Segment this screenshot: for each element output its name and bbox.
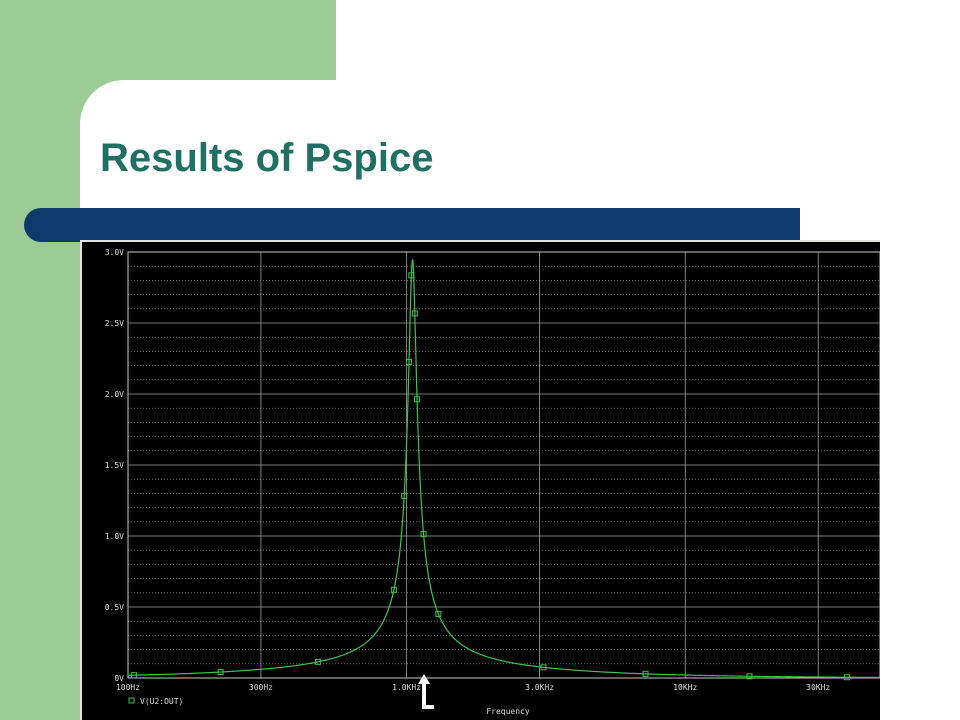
y-tick-label: 3.0V	[105, 248, 124, 257]
x-tick-label: 10KHz	[673, 683, 697, 692]
series-line	[127, 259, 880, 679]
y-tick-label: 0V	[114, 674, 124, 683]
data-point	[314, 658, 321, 665]
legend-label: V(U2:OUT)	[140, 697, 183, 706]
y-tick-label: 0.5V	[105, 603, 124, 612]
data-point	[408, 272, 415, 279]
title-underline-bar	[24, 208, 800, 242]
data-point	[217, 669, 224, 676]
data-point	[401, 492, 408, 499]
resonance-annotation: 1.05KHz	[438, 690, 493, 706]
y-tick-label: 2.5V	[105, 319, 124, 328]
y-tick-label: 1.5V	[105, 461, 124, 470]
resonance-arrow-icon	[418, 674, 434, 709]
legend: V(U2:OUT)	[128, 697, 183, 706]
data-point	[390, 586, 397, 593]
data-point	[540, 664, 547, 671]
x-tick-label: 300Hz	[249, 683, 273, 692]
x-axis-label: Frequency	[486, 707, 530, 716]
pspice-plot: 0V 0.5V 1.0V 1.5V 2.0V 2.5V 3.0V 100Hz 300Hz 1.0…	[82, 242, 880, 720]
y-tick-label: 1.0V	[105, 532, 124, 541]
plot-border	[127, 251, 880, 679]
data-point	[414, 396, 421, 403]
x-tick-labels: 100Hz 300Hz 1.0KHz 3.0KHz 10KHz 30KHz	[116, 683, 830, 692]
y-tick-label: 2.0V	[105, 390, 124, 399]
slide-title: Results of Pspice	[100, 136, 434, 180]
x-tick-label: 1.0KHz	[392, 683, 421, 692]
legend-marker-icon	[128, 697, 135, 704]
series-v-u2-out	[127, 259, 880, 681]
x-tick-label: 3.0KHz	[525, 683, 554, 692]
data-point	[435, 610, 442, 617]
data-point	[420, 531, 427, 538]
data-point	[843, 674, 850, 681]
y-tick-labels: 0V 0.5V 1.0V 1.5V 2.0V 2.5V 3.0V	[105, 248, 124, 683]
data-point	[406, 358, 413, 365]
x-tick-label: 100Hz	[116, 683, 140, 692]
data-point	[411, 310, 418, 317]
data-point	[642, 670, 649, 677]
plot-background	[82, 242, 880, 720]
plot-grid	[127, 251, 880, 679]
data-point	[746, 673, 753, 680]
x-tick-label: 30KHz	[806, 683, 830, 692]
data-point	[130, 672, 137, 679]
